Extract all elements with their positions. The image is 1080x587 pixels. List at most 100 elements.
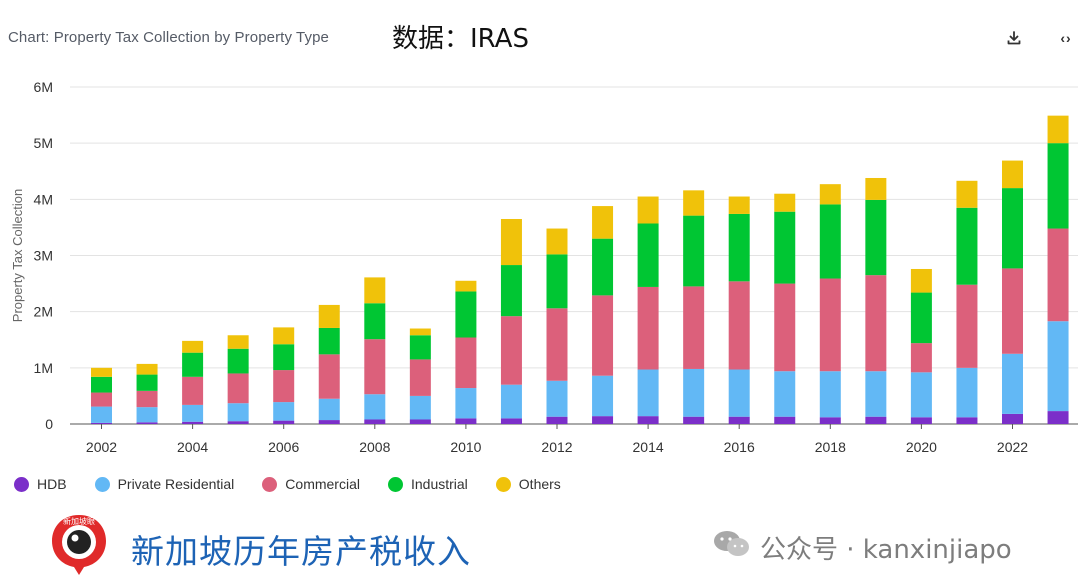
logo-text: 新加坡眼: [63, 516, 95, 526]
y-tick-label: 6M: [34, 79, 53, 95]
y-tick-label: 1M: [34, 360, 53, 376]
bar-segment: [91, 422, 112, 424]
bar-segment: [364, 303, 386, 340]
bar-segment: [774, 211, 796, 284]
bar-segment: [546, 228, 568, 255]
x-tick-label: 2008: [359, 439, 390, 455]
footer-title: 新加坡历年房产税收入: [131, 532, 471, 571]
x-tick-label: 2004: [177, 439, 208, 455]
download-icon: [1007, 31, 1021, 45]
legend-swatch: [495, 476, 511, 492]
bar-segment: [774, 283, 796, 372]
bar-segment: [910, 268, 932, 293]
legend-swatch: [14, 476, 29, 492]
bar-segment: [683, 215, 705, 287]
legend-label: Industrial: [410, 476, 468, 492]
bar-segment: [1002, 353, 1023, 414]
y-tick-label: 2M: [34, 304, 53, 320]
bar-segment: [500, 316, 522, 385]
bar-segment: [409, 359, 431, 396]
bar-segment: [136, 407, 158, 423]
bar-segment: [227, 403, 249, 422]
bar-segment: [592, 295, 614, 376]
x-tick-label: 2022: [997, 439, 1028, 455]
bar-segment: [455, 388, 477, 419]
bar-segment: [865, 416, 887, 424]
bar-segment: [1047, 143, 1069, 229]
bar-segment: [227, 373, 249, 404]
bar-segment: [546, 254, 568, 309]
bar-segment: [728, 213, 750, 282]
bar-segment: [318, 420, 340, 424]
bar-segment: [364, 394, 386, 420]
legend-swatch: [262, 476, 278, 492]
source-label: 数据：IRAS: [392, 24, 529, 54]
wechat-account: 公众号 · kanxinjiapo: [760, 535, 1012, 565]
bar-segment: [1002, 413, 1023, 424]
bar-segment: [182, 421, 204, 424]
legend-item[interactable]: Commercial: [262, 476, 360, 492]
legend-label: HDB: [37, 476, 67, 492]
bar-segment: [910, 343, 932, 373]
bar-segment: [728, 369, 750, 417]
bar-segment: [455, 418, 477, 424]
x-tick-label: 2018: [815, 439, 846, 455]
chart-area: 0 1M 2M 3M 4M 5M 6M Property Tax Collection 2002…: [10, 79, 1078, 455]
legend-item[interactable]: Others: [495, 476, 561, 492]
bar-segment: [592, 206, 614, 239]
legend-item[interactable]: Private Residential: [94, 476, 234, 492]
chart-title: Chart: Property Tax Collection by Proper…: [8, 29, 329, 46]
legend-item[interactable]: Industrial: [387, 476, 468, 492]
bar-segment: [182, 352, 204, 377]
bar-segment: [409, 419, 431, 424]
x-tick-label: 2014: [633, 439, 664, 455]
bar-segment: [364, 277, 386, 304]
bar-segment: [182, 340, 204, 353]
bar-segment: [318, 304, 340, 328]
bar-segment: [865, 275, 887, 372]
bar-segment: [956, 417, 978, 424]
bar-segment: [774, 416, 796, 424]
embed-code-button[interactable]: ‹›: [1054, 27, 1078, 49]
bar-segment: [819, 278, 841, 372]
bar-segment: [500, 384, 522, 419]
bar-segment: [728, 196, 750, 214]
bar-segment: [318, 327, 340, 355]
bar-segment: [637, 369, 659, 417]
bar-segment: [500, 418, 522, 424]
bar-segment: [683, 190, 705, 216]
bar-segment: [1047, 411, 1069, 424]
bar-segment: [819, 371, 841, 418]
code-icon: ‹›: [1060, 30, 1072, 46]
bar-segment: [182, 404, 204, 422]
bar-segment: [455, 280, 477, 292]
bar-segment: [637, 416, 659, 424]
legend-label: Commercial: [285, 476, 360, 492]
bar-segment: [136, 374, 158, 391]
bar-segment: [956, 207, 978, 285]
bar-segment: [865, 371, 887, 417]
bar-segment: [819, 204, 841, 279]
bar-segment: [455, 337, 477, 389]
bar-segment: [865, 177, 887, 200]
legend-item[interactable]: HDB: [14, 476, 67, 492]
wechat-icon: [714, 531, 749, 556]
bar-segment: [910, 292, 932, 344]
bar-segment: [956, 284, 978, 368]
y-tick-label: 4M: [34, 191, 53, 207]
bar-segment: [227, 348, 249, 374]
bar-segment: [273, 370, 295, 403]
bar-segment: [774, 193, 796, 212]
bar-segment: [455, 291, 477, 338]
bar-segment: [819, 184, 841, 205]
bar-segment: [409, 328, 431, 336]
bar-segment: [1002, 268, 1023, 354]
bar-segment: [136, 422, 158, 424]
download-button[interactable]: [1002, 27, 1026, 49]
bar-segment: [364, 419, 386, 424]
bar-segment: [1047, 115, 1069, 144]
x-tick-label: 2002: [86, 439, 117, 455]
bar-segment: [546, 416, 568, 424]
bar-segment: [683, 368, 705, 417]
x-tick-label: 2020: [906, 439, 937, 455]
